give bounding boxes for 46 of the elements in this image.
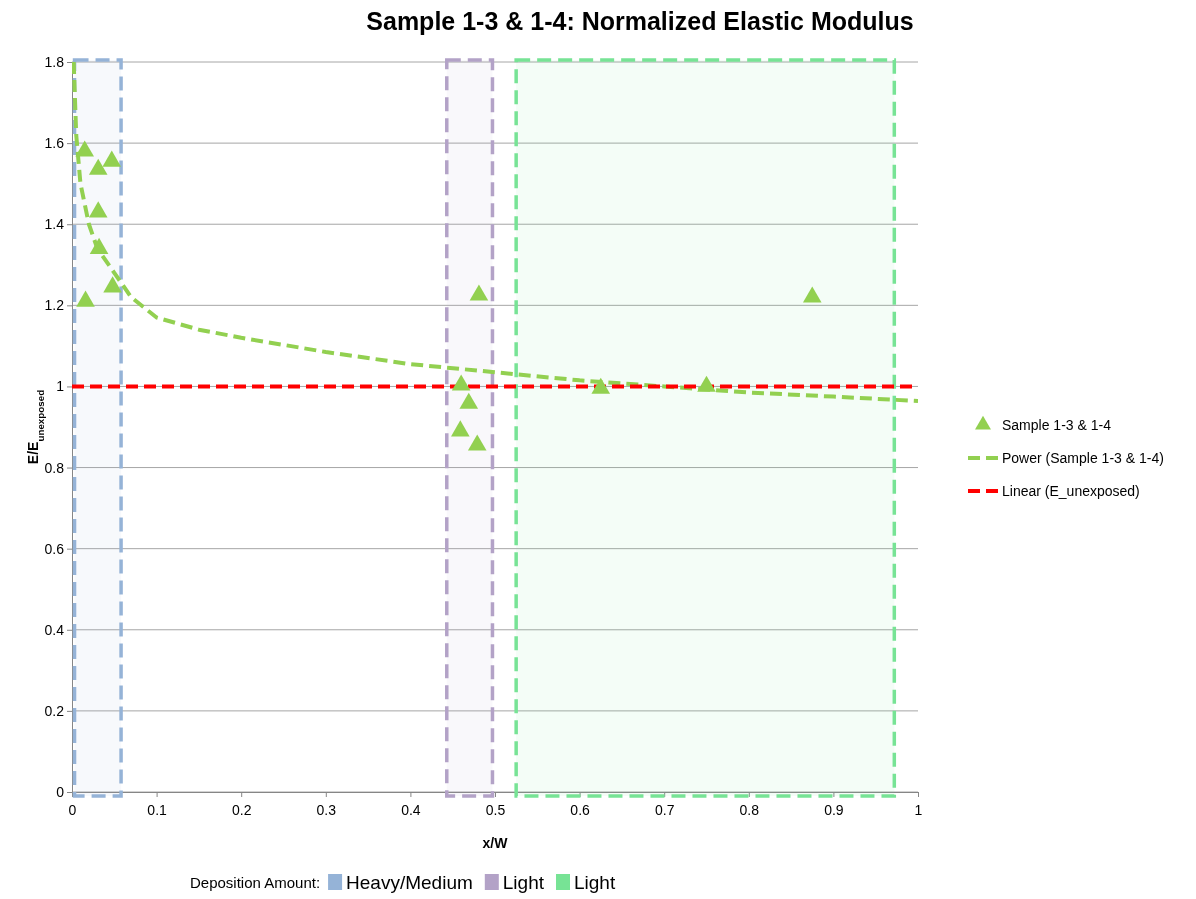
y-tick-label: 1 <box>56 378 65 395</box>
legend-label: Heavy/Medium <box>346 872 473 893</box>
y-tick-label: 0 <box>56 783 65 800</box>
point <box>76 290 95 307</box>
legend-title: Deposition Amount: <box>190 874 321 891</box>
x-tick-label: 0.7 <box>654 802 675 819</box>
x-tick-label: 0.1 <box>147 802 168 819</box>
x-tick-label: 0.3 <box>316 802 337 819</box>
x-axis-title: x/W <box>482 835 509 851</box>
point <box>469 284 489 301</box>
point <box>451 420 470 437</box>
point <box>89 237 109 254</box>
x-tick-label: 0.2 <box>231 802 252 819</box>
point <box>88 158 108 175</box>
legend-label: Power (Sample 1-3 & 1-4) <box>1002 450 1164 466</box>
point <box>459 392 479 409</box>
legend-label: Sample 1-3 & 1-4 <box>1002 417 1112 433</box>
point <box>103 276 122 293</box>
point <box>802 286 822 303</box>
y-tick-label: 1.4 <box>44 216 65 233</box>
x-tick-label: 0.9 <box>824 802 844 819</box>
point <box>697 375 716 392</box>
y-tick-label: 0.6 <box>44 540 65 557</box>
legend-label: Linear (E_unexposed) <box>1002 483 1140 499</box>
x-tick-label: 1 <box>914 802 923 819</box>
y-tick-label: 0.8 <box>44 459 65 476</box>
x-tick-label: 0.4 <box>401 802 421 819</box>
line-series <box>72 62 918 404</box>
y-tick-label: 0.2 <box>44 702 65 719</box>
x-tick-label: 0 <box>68 802 77 819</box>
point <box>591 377 611 394</box>
point <box>102 150 122 167</box>
y-tick-label: 1.2 <box>44 297 65 314</box>
chart-title: Sample 1-3 & 1-4: Normalized Elastic Modulus <box>366 7 914 35</box>
x-tick-label: 0.6 <box>570 802 591 819</box>
legend-label: Light <box>502 872 545 893</box>
point <box>88 201 108 218</box>
x-tick-label: 0.8 <box>739 802 760 819</box>
point <box>75 140 94 157</box>
y-tick-label: 1.6 <box>44 135 65 152</box>
y-tick-label: 0.4 <box>44 621 65 638</box>
legend-label: Light <box>574 872 616 893</box>
point <box>451 374 471 391</box>
x-tick-label: 0.5 <box>485 802 506 819</box>
point <box>467 434 487 451</box>
y-tick-label: 1.8 <box>44 53 65 70</box>
